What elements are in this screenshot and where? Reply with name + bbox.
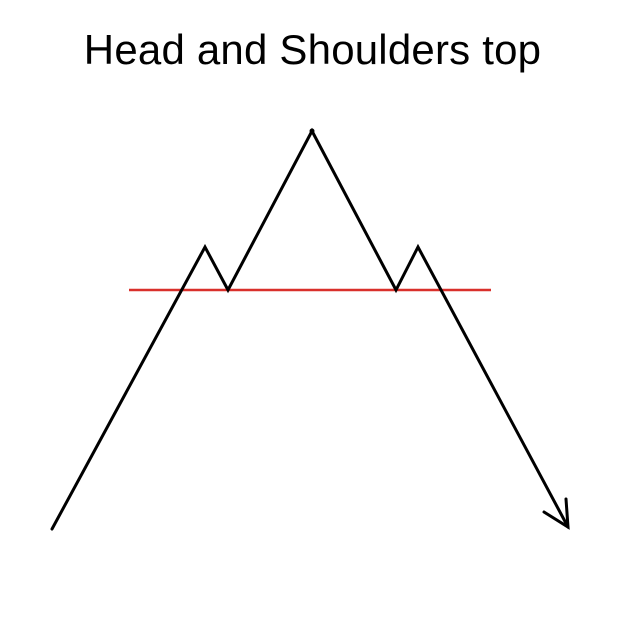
price-path bbox=[50, 127, 570, 531]
arrow-down-icon bbox=[542, 497, 570, 530]
head-peak-dot bbox=[309, 128, 315, 134]
page-title: Head and Shoulders top bbox=[83, 26, 542, 73]
